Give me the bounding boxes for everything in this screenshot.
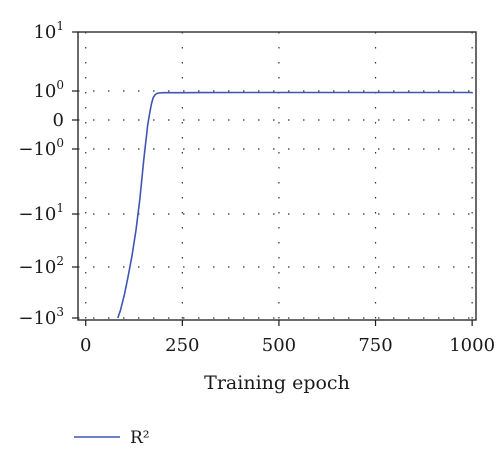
x-tick-label: 1000 (449, 335, 495, 356)
series-line-r2 (117, 91, 473, 319)
y-tick-label: −101 (18, 201, 64, 225)
x-tick-label: 250 (165, 335, 199, 356)
plot-frame (77, 31, 477, 321)
grid (78, 32, 476, 320)
series-layer (117, 91, 473, 319)
x-axis-title: Training epoch (204, 372, 350, 394)
y-tick-label: −100 (18, 136, 64, 160)
legend: R² (74, 428, 150, 448)
x-ticks: 0 250 500 750 1000 (80, 320, 495, 356)
x-tick-label: 0 (80, 335, 91, 356)
x-tick-label: 750 (358, 335, 392, 356)
y-tick-label: 100 (33, 78, 64, 102)
y-tick-label: 101 (33, 19, 64, 43)
legend-label-r2: R² (130, 428, 150, 448)
y-tick-label: −103 (18, 305, 64, 329)
y-tick-label: 0 (53, 110, 64, 131)
y-ticks: 101 100 0 −100 −101 −102 −103 (18, 19, 78, 329)
x-tick-label: 500 (262, 335, 296, 356)
y-tick-label: −102 (18, 254, 64, 278)
